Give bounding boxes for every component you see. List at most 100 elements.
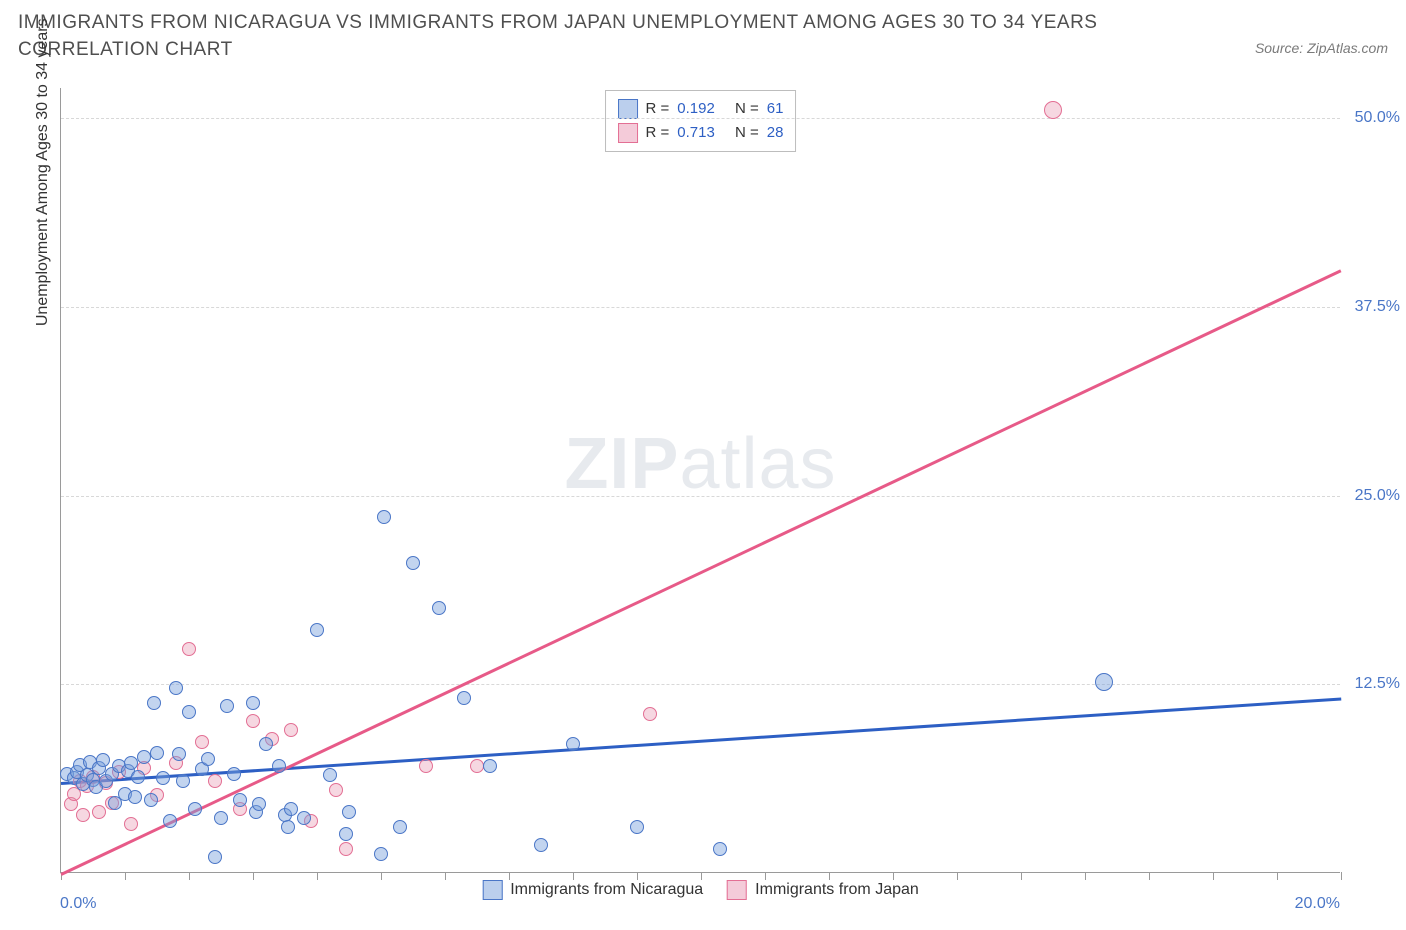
data-point-nicaragua [272, 759, 286, 773]
data-point-nicaragua [201, 752, 215, 766]
data-point-japan [1044, 101, 1062, 119]
grid-line [61, 118, 1340, 119]
data-point-nicaragua [393, 820, 407, 834]
data-point-nicaragua [188, 802, 202, 816]
data-point-nicaragua [233, 793, 247, 807]
legend-item-japan: Immigrants from Japan [727, 880, 919, 900]
data-point-nicaragua [176, 774, 190, 788]
x-tick [1149, 872, 1150, 880]
data-point-nicaragua [339, 827, 353, 841]
x-tick [893, 872, 894, 880]
data-point-japan [284, 723, 298, 737]
swatch-pink-icon [727, 880, 747, 900]
data-point-nicaragua [252, 797, 266, 811]
x-tick [253, 872, 254, 880]
n-prefix: N = [735, 121, 759, 145]
y-tick-label: 25.0% [1355, 487, 1400, 505]
data-point-nicaragua [457, 691, 471, 705]
data-point-nicaragua [432, 601, 446, 615]
y-tick-label: 12.5% [1355, 675, 1400, 693]
data-point-japan [339, 842, 353, 856]
x-tick [701, 872, 702, 880]
data-point-nicaragua [323, 768, 337, 782]
data-point-nicaragua [214, 811, 228, 825]
x-tick [125, 872, 126, 880]
trend-line-nicaragua [61, 698, 1341, 785]
watermark: ZIPatlas [564, 423, 836, 505]
data-point-japan [76, 808, 90, 822]
swatch-blue-icon [618, 99, 638, 119]
data-point-japan [182, 642, 196, 656]
x-tick [317, 872, 318, 880]
data-point-japan [92, 805, 106, 819]
data-point-nicaragua [310, 623, 324, 637]
r-prefix: R = [646, 121, 670, 145]
data-point-nicaragua [169, 681, 183, 695]
data-point-nicaragua [227, 767, 241, 781]
x-tick [829, 872, 830, 880]
x-tick [509, 872, 510, 880]
data-point-nicaragua [172, 747, 186, 761]
data-point-japan [208, 774, 222, 788]
data-point-nicaragua [246, 696, 260, 710]
x-tick [1085, 872, 1086, 880]
x-tick [189, 872, 190, 880]
y-axis-title: Unemployment Among Ages 30 to 34 years [34, 18, 52, 326]
x-tick [1021, 872, 1022, 880]
source-label: Source: ZipAtlas.com [1255, 40, 1388, 56]
x-tick [765, 872, 766, 880]
x-axis-max-label: 20.0% [1295, 895, 1340, 913]
r-value-japan: 0.713 [677, 121, 715, 145]
data-point-nicaragua [156, 771, 170, 785]
data-point-nicaragua [147, 696, 161, 710]
x-tick [445, 872, 446, 880]
legend-correlation-box: R = 0.192 N = 61 R = 0.713 N = 28 [605, 90, 797, 152]
data-point-nicaragua [1095, 673, 1113, 691]
x-tick [1213, 872, 1214, 880]
grid-line [61, 496, 1340, 497]
trend-line-japan [60, 269, 1341, 875]
legend-bottom: Immigrants from Nicaragua Immigrants fro… [482, 880, 919, 900]
data-point-nicaragua [96, 753, 110, 767]
chart-title: IMMIGRANTS FROM NICARAGUA VS IMMIGRANTS … [18, 10, 1118, 63]
data-point-japan [246, 714, 260, 728]
data-point-nicaragua [297, 811, 311, 825]
x-tick [573, 872, 574, 880]
data-point-nicaragua [713, 842, 727, 856]
legend-row-japan: R = 0.713 N = 28 [618, 121, 784, 145]
data-point-nicaragua [208, 850, 222, 864]
data-point-japan [419, 759, 433, 773]
x-tick [637, 872, 638, 880]
x-axis-min-label: 0.0% [60, 895, 96, 913]
data-point-nicaragua [281, 820, 295, 834]
legend-label: Immigrants from Nicaragua [510, 881, 703, 899]
data-point-nicaragua [163, 814, 177, 828]
data-point-nicaragua [566, 737, 580, 751]
data-point-nicaragua [128, 790, 142, 804]
data-point-nicaragua [220, 699, 234, 713]
data-point-nicaragua [377, 510, 391, 524]
n-value-japan: 28 [767, 121, 784, 145]
data-point-japan [643, 707, 657, 721]
data-point-nicaragua [284, 802, 298, 816]
data-point-nicaragua [150, 746, 164, 760]
x-tick [381, 872, 382, 880]
y-tick-label: 37.5% [1355, 298, 1400, 316]
data-point-nicaragua [259, 737, 273, 751]
y-tick-label: 50.0% [1355, 109, 1400, 127]
swatch-blue-icon [482, 880, 502, 900]
x-tick [1277, 872, 1278, 880]
data-point-japan [195, 735, 209, 749]
legend-label: Immigrants from Japan [755, 881, 919, 899]
data-point-nicaragua [182, 705, 196, 719]
legend-item-nicaragua: Immigrants from Nicaragua [482, 880, 703, 900]
x-tick [1341, 872, 1342, 880]
data-point-nicaragua [630, 820, 644, 834]
data-point-nicaragua [342, 805, 356, 819]
grid-line [61, 684, 1340, 685]
data-point-nicaragua [144, 793, 158, 807]
data-point-japan [329, 783, 343, 797]
data-point-nicaragua [131, 770, 145, 784]
data-point-nicaragua [483, 759, 497, 773]
grid-line [61, 307, 1340, 308]
